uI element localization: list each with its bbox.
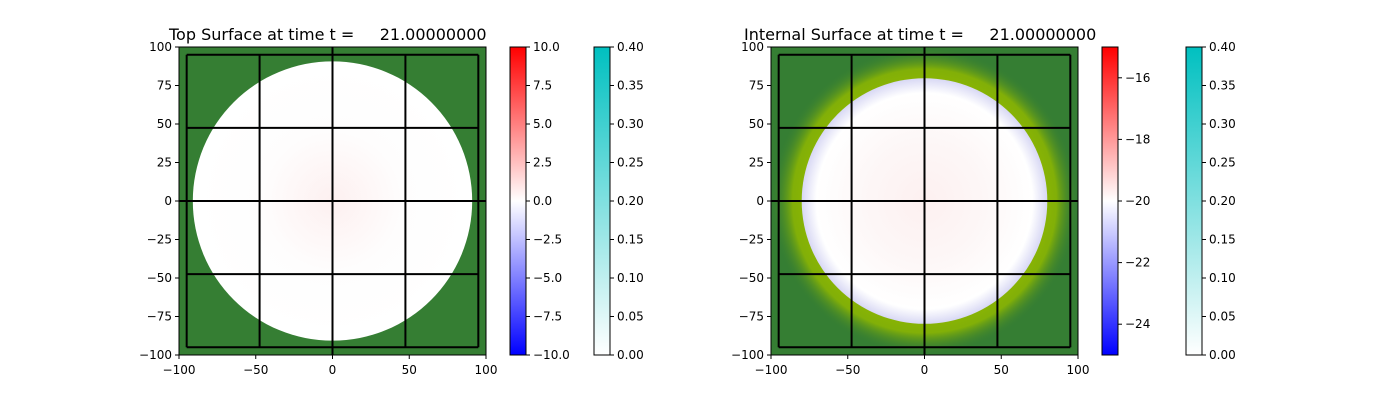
colorbar-tick-label: 0.40	[617, 40, 644, 54]
colorbar-tick-label: 5.0	[533, 117, 552, 131]
panel-1: −100 −50 0 50 100 100 75 50 25 0 −25 −50 −75 −100 Top …	[139, 25, 644, 377]
x-tick-label: −50	[243, 363, 268, 377]
y-tick-label: −75	[739, 310, 764, 324]
colorbar-tick-label: −10.0	[533, 348, 570, 362]
y-tick-label: −50	[147, 271, 172, 285]
colorbar-tick-label: −22	[1125, 256, 1150, 270]
y-tick-label: −50	[739, 271, 764, 285]
colorbar-tick-label: 0.40	[1209, 40, 1236, 54]
x-tick-label: −100	[755, 363, 788, 377]
colorbar-tick-label: 0.15	[617, 233, 644, 247]
y-tick-label: −25	[147, 233, 172, 247]
colorbar-tick-label: 0.35	[617, 79, 644, 93]
colorbar-tick-label: 2.5	[533, 156, 552, 170]
x-tick-label: 50	[994, 363, 1009, 377]
colorbar-tick-label: −18	[1125, 132, 1150, 146]
y-tick-label: −25	[739, 233, 764, 247]
colorbar-depth	[1185, 46, 1203, 356]
x-tick-label: 100	[1067, 363, 1090, 377]
colorbar-surface	[1101, 46, 1119, 356]
colorbar-tick-label: 0.15	[1209, 233, 1236, 247]
colorbar-tick-label: 0.35	[1209, 79, 1236, 93]
colorbar-tick-label: −20	[1125, 194, 1150, 208]
colorbar-tick-label: 0.10	[617, 271, 644, 285]
chart-title: Internal Surface at time t = 21.00000000	[744, 25, 1096, 44]
colorbar-tick-label: 0.05	[617, 310, 644, 324]
colorbar-tick-label: 0.05	[1209, 310, 1236, 324]
panel-2: −100 −50 0 50 100 100 75 50 25 0 −25 −50 −75 −100 Inte…	[731, 25, 1236, 377]
y-tick-label: 100	[149, 40, 172, 54]
x-tick-label: −50	[835, 363, 860, 377]
colorbar-depth	[593, 46, 611, 356]
colorbar-tick-label: 7.5	[533, 79, 552, 93]
colorbar-tick-label: 0.00	[617, 348, 644, 362]
colorbar-tick-label: 0.20	[1209, 194, 1236, 208]
colorbar-tick-label: 0.25	[617, 156, 644, 170]
x-tick-label: −100	[163, 363, 196, 377]
colorbar-tick-label: 0.30	[1209, 117, 1236, 131]
y-tick-label: 25	[749, 156, 764, 170]
colorbar-tick-label: 0.30	[617, 117, 644, 131]
y-tick-label: −100	[139, 348, 172, 362]
colorbar-tick-label: −24	[1125, 317, 1150, 331]
x-tick-label: 0	[921, 363, 929, 377]
y-tick-label: 0	[756, 194, 764, 208]
colorbar-tick-label: −7.5	[533, 310, 562, 324]
chart-title: Top Surface at time t = 21.00000000	[168, 25, 487, 44]
y-tick-label: 50	[157, 117, 172, 131]
x-tick-label: 100	[475, 363, 498, 377]
colorbar-tick-label: 0.00	[1209, 348, 1236, 362]
y-tick-label: 0	[164, 194, 172, 208]
colorbar-tick-label: 0.10	[1209, 271, 1236, 285]
colorbar-tick-label: 0.0	[533, 194, 552, 208]
colorbar-tick-label: −5.0	[533, 271, 562, 285]
x-tick-label: 0	[329, 363, 337, 377]
colorbar-surface	[509, 46, 527, 356]
y-tick-label: 100	[741, 40, 764, 54]
y-tick-label: 25	[157, 156, 172, 170]
colorbar-tick-label: 0.25	[1209, 156, 1236, 170]
x-tick-label: 50	[402, 363, 417, 377]
y-tick-label: 75	[157, 79, 172, 93]
colorbar-tick-label: 10.0	[533, 40, 560, 54]
colorbar-tick-label: −16	[1125, 71, 1150, 85]
y-tick-label: 75	[749, 79, 764, 93]
y-tick-label: −100	[731, 348, 764, 362]
colorbar-tick-label: 0.20	[617, 194, 644, 208]
y-tick-label: 50	[749, 117, 764, 131]
colorbar-tick-label: −2.5	[533, 233, 562, 247]
y-tick-label: −75	[147, 310, 172, 324]
